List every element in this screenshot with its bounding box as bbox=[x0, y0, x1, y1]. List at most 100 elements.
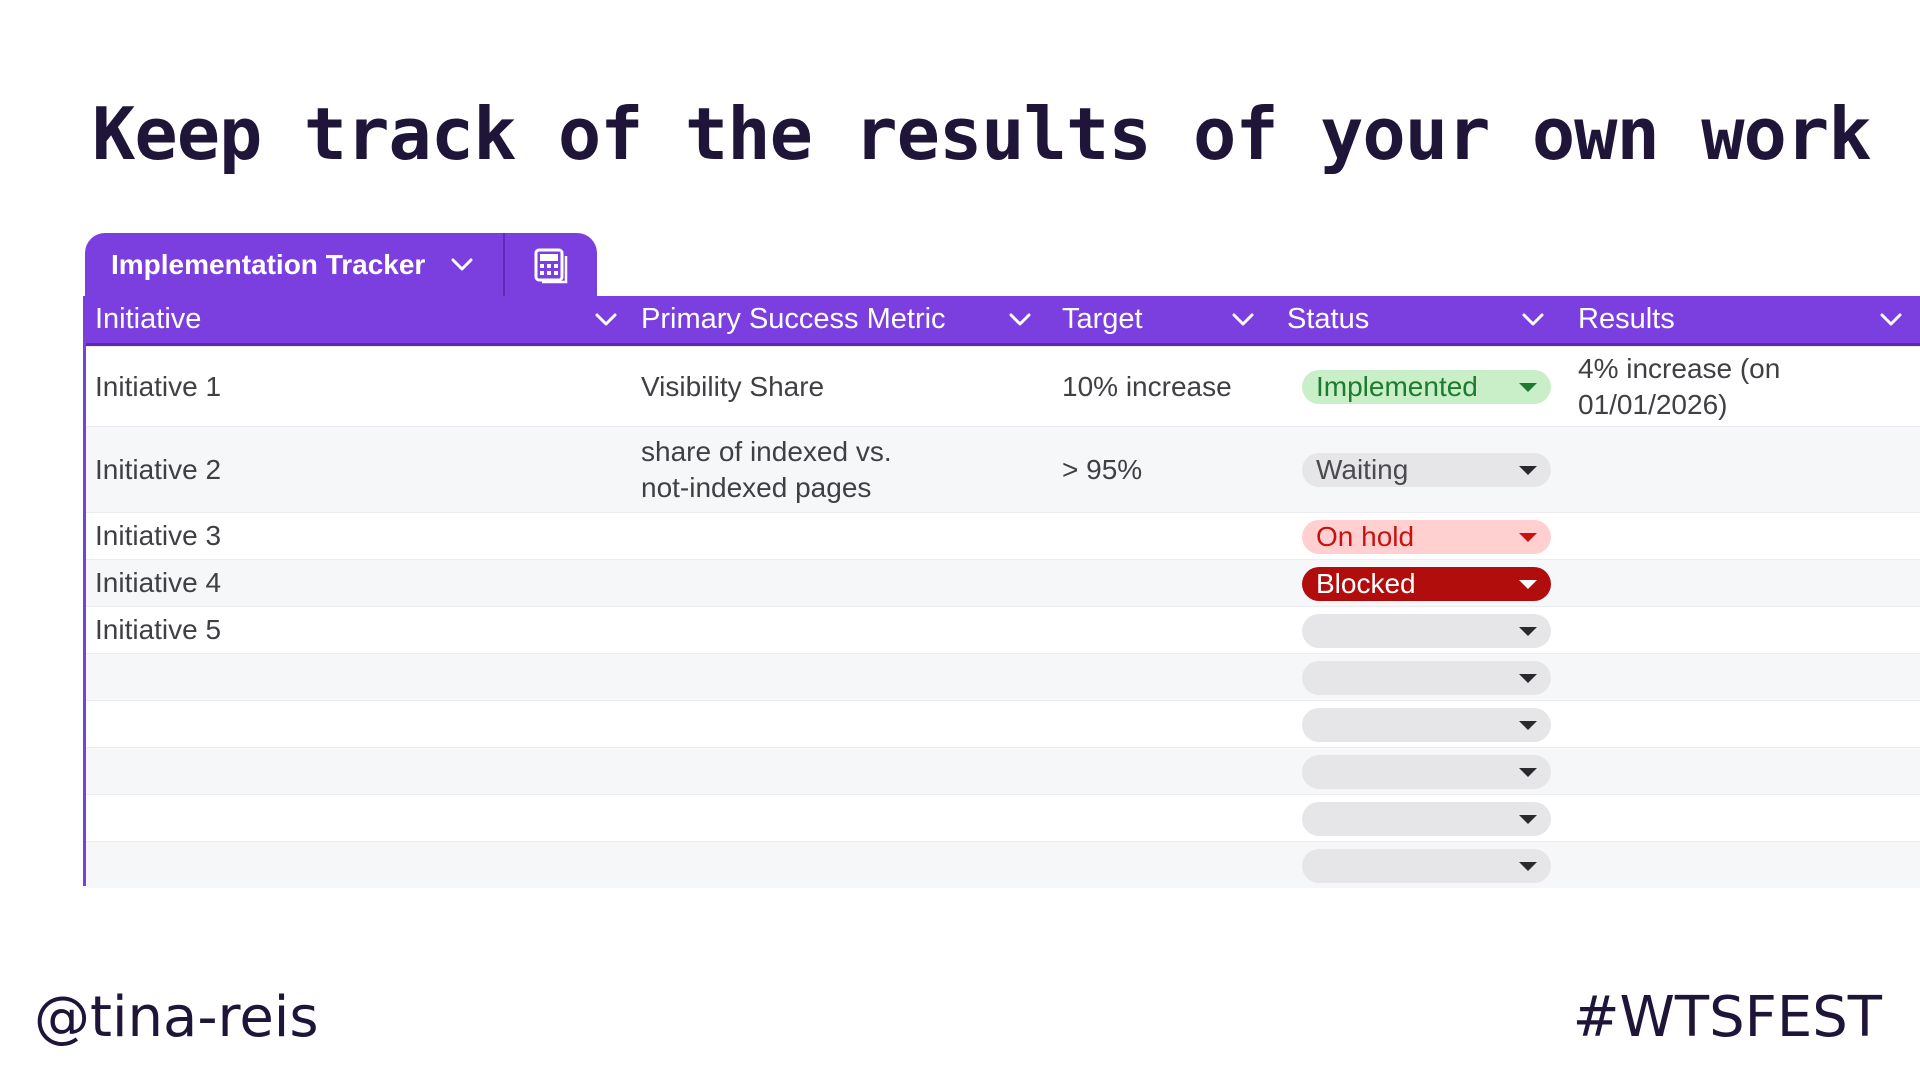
cell-results[interactable] bbox=[1578, 513, 1818, 559]
status-dropdown[interactable]: Waiting bbox=[1302, 453, 1551, 487]
cell-results[interactable] bbox=[1578, 795, 1818, 841]
status-dropdown[interactable]: On hold bbox=[1302, 519, 1551, 554]
table-row bbox=[86, 700, 1920, 747]
cell-metric-text: Visibility Share bbox=[641, 370, 825, 402]
cell-metric[interactable] bbox=[641, 654, 931, 700]
cell-metric[interactable] bbox=[641, 513, 931, 559]
cell-metric-text: share of indexed vs. not-indexed pages bbox=[641, 435, 892, 503]
cell-metric[interactable] bbox=[641, 701, 931, 747]
cell-initiative-text: Initiative 1 bbox=[95, 370, 222, 402]
chevron-down-icon bbox=[1522, 313, 1544, 327]
chevron-down-icon bbox=[1009, 313, 1031, 327]
cell-initiative[interactable]: Initiative 1 bbox=[95, 347, 615, 426]
table-row bbox=[86, 794, 1920, 841]
status-dropdown[interactable]: Blocked bbox=[1302, 566, 1551, 601]
cell-initiative[interactable] bbox=[95, 748, 615, 794]
cell-target[interactable] bbox=[1062, 748, 1282, 794]
cell-initiative-text: Initiative 5 bbox=[95, 614, 222, 645]
cell-target[interactable] bbox=[1062, 654, 1282, 700]
column-header-initiative[interactable]: Initiative bbox=[95, 296, 617, 343]
column-header-status[interactable]: Status bbox=[1287, 296, 1567, 343]
cell-results[interactable] bbox=[1578, 842, 1818, 888]
column-header-target[interactable]: Target bbox=[1062, 296, 1282, 343]
cell-metric[interactable] bbox=[641, 748, 931, 794]
cell-target[interactable] bbox=[1062, 513, 1282, 559]
calculator-icon[interactable] bbox=[505, 233, 597, 297]
cell-initiative[interactable]: Initiative 3 bbox=[95, 513, 615, 559]
slide-title: Keep track of the results of your own wo… bbox=[92, 92, 1872, 176]
table-row: Initiative 4 Blocked bbox=[86, 559, 1920, 606]
caret-down-icon bbox=[1519, 466, 1537, 475]
cell-results[interactable] bbox=[1578, 560, 1818, 606]
status-dropdown[interactable] bbox=[1302, 707, 1551, 742]
cell-results[interactable] bbox=[1578, 607, 1818, 653]
cell-target[interactable] bbox=[1062, 701, 1282, 747]
cell-target-text: 10% increase bbox=[1062, 370, 1232, 402]
status-dropdown[interactable] bbox=[1302, 660, 1551, 695]
sheet-tab: Implementation Tracker bbox=[85, 233, 597, 297]
caret-down-icon bbox=[1519, 814, 1537, 824]
caret-down-icon bbox=[1519, 626, 1537, 636]
chevron-down-icon bbox=[451, 258, 473, 272]
cell-target[interactable]: > 95% bbox=[1062, 427, 1282, 512]
tracker-table: Initiative Primary Success Metric Target… bbox=[83, 296, 1920, 888]
status-dropdown[interactable] bbox=[1302, 754, 1551, 789]
status-dropdown[interactable] bbox=[1302, 848, 1551, 883]
column-header-label: Results bbox=[1578, 303, 1675, 335]
table-row: Initiative 3 On hold bbox=[86, 512, 1920, 559]
cell-metric[interactable] bbox=[641, 795, 931, 841]
table-header: Initiative Primary Success Metric Target… bbox=[86, 296, 1920, 346]
table-row: Initiative 5 bbox=[86, 606, 1920, 653]
chevron-down-icon bbox=[595, 313, 617, 327]
status-dropdown[interactable] bbox=[1302, 613, 1551, 648]
caret-down-icon bbox=[1519, 532, 1537, 542]
status-value: Implemented bbox=[1316, 371, 1478, 402]
cell-initiative[interactable] bbox=[95, 701, 615, 747]
column-header-label: Target bbox=[1062, 303, 1143, 335]
cell-target[interactable] bbox=[1062, 795, 1282, 841]
cell-initiative[interactable] bbox=[95, 654, 615, 700]
status-value: On hold bbox=[1316, 520, 1415, 552]
sheet-tab-selector[interactable]: Implementation Tracker bbox=[85, 233, 505, 297]
status-value: Waiting bbox=[1316, 454, 1409, 485]
cell-target[interactable]: 10% increase bbox=[1062, 347, 1282, 426]
chevron-down-icon bbox=[1880, 313, 1902, 327]
cell-metric[interactable] bbox=[641, 560, 931, 606]
author-handle: @tina-reis bbox=[34, 985, 319, 1050]
column-header-label: Status bbox=[1287, 303, 1370, 335]
cell-results[interactable] bbox=[1578, 701, 1818, 747]
cell-target[interactable] bbox=[1062, 842, 1282, 888]
table-body: Initiative 1 Visibility Share 10% increase… bbox=[86, 346, 1920, 888]
cell-results[interactable]: 4% increase (on 01/01/2026) bbox=[1578, 347, 1818, 426]
status-dropdown[interactable]: Implemented bbox=[1302, 370, 1551, 404]
cell-results[interactable] bbox=[1578, 748, 1818, 794]
caret-down-icon bbox=[1519, 720, 1537, 730]
cell-results[interactable] bbox=[1578, 427, 1818, 512]
caret-down-icon bbox=[1519, 579, 1537, 589]
cell-metric[interactable]: share of indexed vs. not-indexed pages bbox=[641, 427, 931, 512]
table-row bbox=[86, 653, 1920, 700]
cell-initiative[interactable]: Initiative 4 bbox=[95, 560, 615, 606]
caret-down-icon bbox=[1519, 673, 1537, 683]
cell-initiative-text: Initiative 4 bbox=[95, 567, 222, 598]
cell-initiative-text: Initiative 3 bbox=[95, 520, 222, 551]
caret-down-icon bbox=[1519, 767, 1537, 777]
cell-initiative[interactable] bbox=[95, 795, 615, 841]
cell-metric[interactable] bbox=[641, 842, 931, 888]
cell-initiative[interactable]: Initiative 5 bbox=[95, 607, 615, 653]
cell-results[interactable] bbox=[1578, 654, 1818, 700]
chevron-down-icon bbox=[1232, 313, 1254, 327]
column-header-label: Initiative bbox=[95, 303, 202, 335]
cell-metric[interactable]: Visibility Share bbox=[641, 347, 931, 426]
cell-metric[interactable] bbox=[641, 607, 931, 653]
column-header-metric[interactable]: Primary Success Metric bbox=[641, 296, 1071, 343]
cell-initiative[interactable]: Initiative 2 bbox=[95, 427, 615, 512]
cell-initiative[interactable] bbox=[95, 842, 615, 888]
column-header-results[interactable]: Results bbox=[1578, 296, 1908, 343]
cell-target[interactable] bbox=[1062, 607, 1282, 653]
status-dropdown[interactable] bbox=[1302, 801, 1551, 836]
column-header-label: Primary Success Metric bbox=[641, 303, 946, 335]
cell-target[interactable] bbox=[1062, 560, 1282, 606]
table-row: Initiative 2 share of indexed vs. not-ind… bbox=[86, 426, 1920, 512]
